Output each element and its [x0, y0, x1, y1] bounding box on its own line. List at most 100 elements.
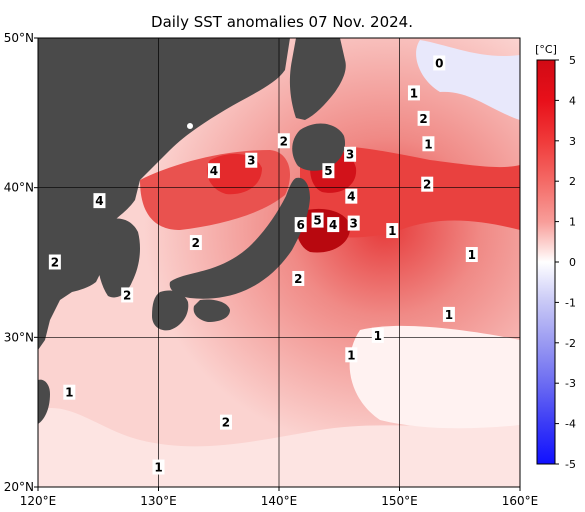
colorbar: [°C] 5 4 3 2 1 0 -1 -2 -3 -4 -5 [535, 43, 576, 471]
sakhalin [289, 38, 346, 120]
lon-tick-label: 160°E [502, 494, 539, 508]
contour-label-box [465, 247, 478, 263]
contour-label: 2 [292, 270, 305, 286]
contour-label-box [442, 306, 455, 322]
lat-tick-label: 40°N [4, 181, 34, 195]
contour-label: 1 [63, 384, 76, 400]
contour-label: 1 [465, 247, 478, 263]
hokkaido [292, 123, 346, 171]
contour-label: 3 [347, 215, 360, 231]
colorbar-tick-label: 5 [569, 54, 576, 67]
contour-label-text: 1 [65, 386, 73, 400]
contour-label: 3 [245, 152, 258, 168]
contour-label-text: 2 [51, 256, 59, 270]
contour-label-text: 1 [154, 461, 162, 475]
contour-label: 4 [207, 163, 220, 179]
contour-label-box [63, 384, 76, 400]
contour-label: 2 [189, 235, 202, 251]
contour-label-text: 3 [350, 217, 358, 231]
contour-label-box [417, 110, 430, 126]
colorbar-tick-label: 0 [569, 256, 576, 269]
colorbar-tick-label: -3 [565, 377, 576, 390]
contour-label-box [422, 136, 435, 152]
contour-label-text: 2 [222, 416, 230, 430]
contour-label: 1 [422, 136, 435, 152]
honshu [169, 177, 310, 299]
contour-label-box [407, 85, 420, 101]
anomaly-region-weak-east [349, 325, 520, 429]
colorbar-tick-label: 2 [569, 175, 576, 188]
contour-label-box [347, 215, 360, 231]
axis-ticks: 120°E 130°E 140°E 150°E 160°E 50°N 40°N 30°N 20°… [4, 31, 539, 508]
contour-label: 2 [48, 254, 61, 270]
contour-label-text: 3 [247, 154, 255, 168]
contour-label: 2 [421, 176, 434, 192]
contour-label-box [433, 55, 446, 71]
contour-label: 1 [152, 459, 165, 475]
contour-label-box [294, 217, 307, 233]
island-marker [187, 123, 193, 129]
colorbar-tick-label: 4 [569, 94, 576, 107]
contour-label: 2 [417, 110, 430, 126]
contour-label-box [322, 163, 335, 179]
contour-label-text: 2 [192, 236, 200, 250]
contour-label-box [277, 133, 290, 149]
contour-label-text: 6 [297, 218, 305, 232]
contour-label-box [311, 212, 324, 228]
colorbar-tick-label: 3 [569, 135, 576, 148]
contour-label-text: 1 [374, 329, 382, 343]
lon-tick-label: 130°E [140, 494, 177, 508]
contour-label: 4 [93, 193, 106, 209]
contour-label: 2 [219, 414, 232, 430]
colorbar-tick-label: -1 [565, 296, 576, 309]
lat-tick-label: 20°N [4, 480, 34, 494]
contour-label: 0 [433, 55, 446, 71]
contour-label: 3 [344, 146, 357, 162]
contour-label-text: 1 [424, 137, 432, 151]
contour-label-text: 2 [423, 178, 431, 192]
contour-label-box [421, 176, 434, 192]
colorbar-tick-label: -5 [565, 458, 576, 471]
contour-label: 1 [407, 85, 420, 101]
contour-label-box [245, 152, 258, 168]
contour-label-text: 4 [329, 218, 337, 232]
shikoku [193, 299, 230, 322]
contour-label-box [48, 254, 61, 270]
contour-label-box [189, 235, 202, 251]
taiwan [38, 379, 50, 424]
colorbar-tick-label: 1 [569, 216, 576, 229]
contour-label: 5 [311, 212, 324, 228]
contour-label: 6 [294, 217, 307, 233]
contour-label-text: 3 [346, 148, 354, 162]
colorbar-ticks: 5 4 3 2 1 0 -1 -2 -3 -4 -5 [555, 54, 576, 471]
contour-label: 2 [121, 287, 134, 303]
colorbar-unit: [°C] [535, 43, 557, 56]
contour-label-text: 2 [280, 134, 288, 148]
contour-label-box [93, 193, 106, 209]
contour-label-box [219, 414, 232, 430]
contour-label: 4 [345, 188, 358, 204]
contour-label-box [345, 347, 358, 363]
contour-label-box [152, 459, 165, 475]
lon-tick-label: 140°E [261, 494, 298, 508]
colorbar-scale [536, 59, 556, 465]
colorbar-tick-label: -2 [565, 337, 576, 350]
contour-label-box [386, 223, 399, 239]
contour-label-text: 4 [95, 194, 103, 208]
kyushu [152, 290, 189, 331]
contour-label: 4 [327, 217, 340, 233]
contour-label-box [327, 217, 340, 233]
contour-label-box [292, 270, 305, 286]
contour-label-text: 2 [294, 272, 302, 286]
contour-label-box [207, 163, 220, 179]
contour-label-box [371, 327, 384, 343]
contour-label: 1 [371, 327, 384, 343]
contour-label-text: 4 [347, 190, 355, 204]
contour-label-text: 0 [435, 56, 443, 70]
contour-label-text: 1 [347, 348, 355, 362]
contour-label-box [345, 188, 358, 204]
colorbar-tick-label: -4 [565, 418, 576, 431]
contour-label: 5 [322, 163, 335, 179]
